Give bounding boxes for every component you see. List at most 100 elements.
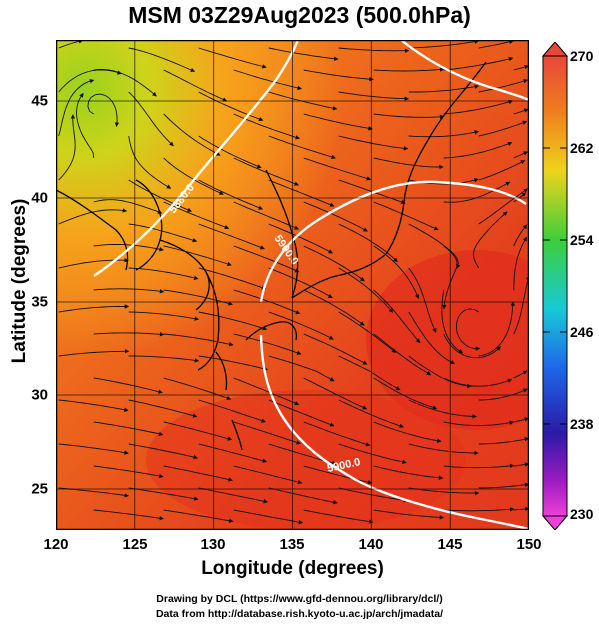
streamline [443,181,511,203]
plot-frame [56,40,529,530]
chart-title: MSM 03Z29Aug2023 (500.0hPa) [128,2,471,28]
streamline [58,114,76,181]
x-tick: 130 [200,536,226,553]
streamline [443,141,513,159]
streamline [128,267,199,281]
x-tick: 145 [437,536,463,553]
x-axis-label: Longitude (degrees) [201,558,384,579]
streamline [338,443,407,465]
streamline [303,201,368,232]
streamline [198,47,267,69]
streamline [233,465,303,485]
streamline [373,509,445,520]
streamline [472,211,508,269]
y-tick: 40 [31,189,48,207]
streamline [513,192,527,203]
streamline [268,399,335,427]
streamline [373,67,445,72]
streamline [408,84,480,93]
streamline [58,349,130,357]
streamline [373,289,421,344]
streamline [163,157,224,195]
streamline [58,443,129,455]
streamline [478,482,529,489]
streamline [198,179,264,210]
streamline [163,69,228,102]
streamline [198,355,269,371]
streamline [443,333,502,359]
streamline [58,40,84,49]
streamline [93,465,164,479]
streamline [163,289,233,306]
streamline [198,91,264,122]
streamline [338,487,409,503]
streamline [93,332,165,337]
streamline [373,113,445,120]
streamline [373,201,439,231]
streamline [513,275,529,335]
credit-drawing: Drawing by DCL (https://www.gfd-dennou.o… [156,593,443,605]
streamline [268,47,339,61]
streamline [303,377,368,410]
streamline [478,437,529,445]
streamline [268,487,338,505]
streamline [198,223,265,250]
y-tick: 35 [31,293,48,311]
warm-core-south [146,390,466,530]
streamline [513,108,529,115]
streamline [443,99,514,115]
streamline [268,135,336,160]
x-tick: 125 [122,536,148,553]
streamline [128,223,198,243]
streamline [233,377,300,406]
streamline [408,487,480,496]
streamline [443,463,515,469]
streamline [128,135,172,189]
streamline [513,417,529,423]
streamline [443,56,514,71]
streamline [338,47,410,53]
streamline [303,333,368,365]
colorbar-tick: 270 [570,48,594,64]
streamline [198,135,262,169]
streamline [128,487,199,501]
streamline [303,465,373,485]
streamline [338,179,406,204]
streamline [338,311,397,353]
streamline [233,509,304,525]
streamline [93,199,163,214]
streamline [373,333,432,376]
streamline [163,201,230,230]
streamline [93,421,164,436]
streamline [233,333,302,355]
streamline [513,224,528,247]
streamline [233,421,302,445]
x-tick: 120 [43,536,69,553]
streamline [58,304,130,313]
y-axis-label: Latitude (degrees) [9,198,30,364]
streamline [303,509,374,524]
streamline [513,506,529,512]
streamline [163,421,233,441]
streamline [303,421,371,447]
streamline [373,157,444,170]
streamline [128,47,196,73]
streamline [268,179,335,207]
streamline [478,120,528,137]
streamline [408,355,472,389]
streamline [408,443,479,456]
streamline [268,267,333,298]
streamline [233,157,300,186]
streamline [442,245,458,310]
streamline [478,160,526,181]
x-tick: 135 [279,536,305,553]
streamline [303,289,365,326]
y-tick: 25 [31,480,48,498]
streamline [408,223,461,269]
streamline [93,509,164,521]
streamline [373,421,442,443]
x-tick: 140 [358,536,384,553]
streamline [303,69,374,82]
streamline [338,223,398,263]
streamline [268,223,334,254]
